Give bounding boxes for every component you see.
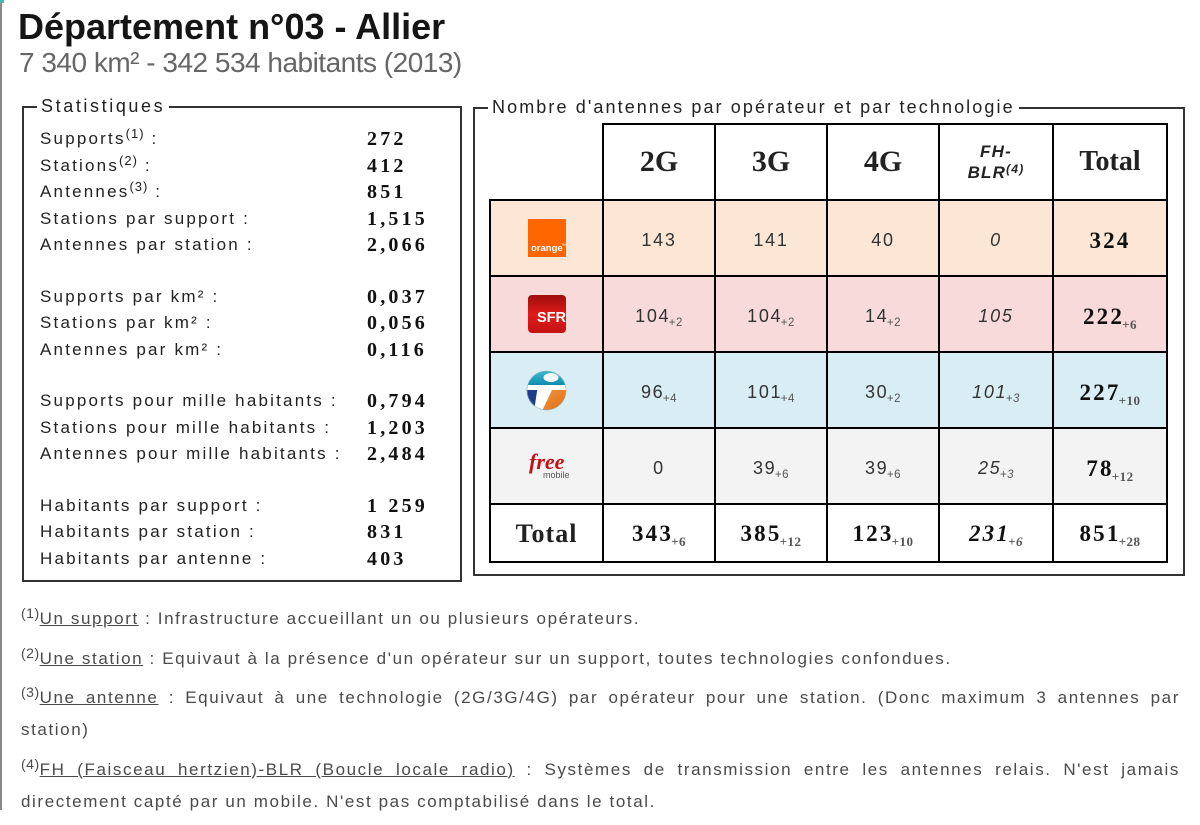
svg-text:mobile: mobile (543, 470, 570, 480)
svg-text:™: ™ (561, 243, 566, 249)
svg-text:orange: orange (531, 243, 563, 254)
svg-text:SFR: SFR (537, 310, 567, 326)
svg-text:free: free (529, 449, 565, 474)
